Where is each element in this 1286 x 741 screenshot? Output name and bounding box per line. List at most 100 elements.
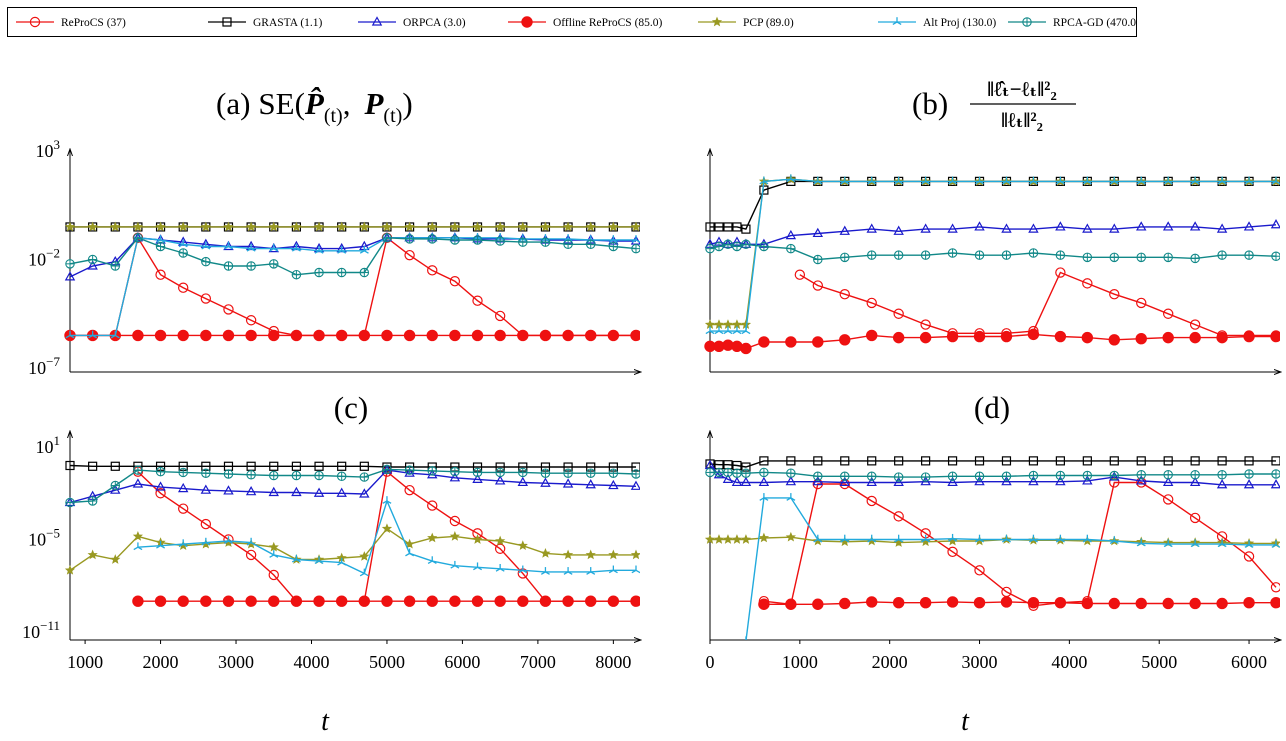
- data-point: [1271, 456, 1280, 466]
- data-point: [867, 456, 877, 466]
- data-point: [156, 540, 166, 549]
- data-point: [404, 465, 415, 475]
- data-point: [404, 221, 415, 232]
- data-point: [741, 326, 751, 335]
- data-point: [1243, 221, 1255, 231]
- series-line: [69, 469, 637, 504]
- legend-marker-triangle-open: [371, 16, 383, 26]
- plot-area: [704, 173, 1280, 355]
- data-point: [450, 560, 460, 569]
- data-point: [585, 595, 597, 607]
- data-point: [404, 249, 415, 261]
- data-point: [223, 240, 234, 251]
- data-point: [381, 595, 393, 607]
- data-point: [245, 240, 257, 251]
- data-point: [223, 261, 234, 271]
- data-point: [178, 239, 188, 248]
- data-point: [178, 221, 189, 232]
- data-point: [1082, 223, 1093, 233]
- data-point: [1054, 597, 1067, 609]
- data-point: [201, 256, 211, 267]
- x-tick-label: 6000: [444, 652, 480, 672]
- data-point: [839, 225, 850, 235]
- data-point: [518, 565, 528, 574]
- legend-label: ORPCA (3.0): [403, 17, 466, 29]
- series-line: [763, 481, 1277, 607]
- data-point: [974, 475, 985, 486]
- data-point: [840, 252, 850, 263]
- data-point: [1109, 176, 1119, 185]
- data-point: [813, 254, 823, 265]
- data-point: [812, 475, 824, 486]
- data-point: [1216, 331, 1228, 344]
- data-point: [562, 595, 574, 607]
- data-point: [427, 556, 437, 565]
- data-point: [337, 246, 347, 254]
- data-point: [87, 496, 98, 506]
- data-point: [222, 329, 235, 342]
- data-point: [64, 271, 76, 281]
- data-point: [494, 595, 506, 607]
- data-point: [1216, 597, 1228, 610]
- series-line: [69, 464, 636, 468]
- data-point: [813, 176, 823, 185]
- data-point: [947, 546, 958, 558]
- data-point: [426, 329, 438, 342]
- data-point: [867, 534, 877, 543]
- data-point: [495, 236, 505, 246]
- data-point: [155, 269, 166, 280]
- data-point: [1055, 250, 1066, 260]
- data-point: [290, 329, 303, 342]
- data-point: [714, 467, 724, 478]
- series-line: [69, 527, 636, 571]
- data-point: [472, 221, 483, 232]
- data-point: [973, 597, 986, 609]
- data-point: [1163, 176, 1173, 185]
- data-point: [200, 293, 212, 304]
- data-point: [608, 479, 619, 490]
- data-point: [1244, 540, 1254, 548]
- data-point: [740, 534, 752, 544]
- data-point: [1162, 494, 1174, 505]
- data-point: [892, 331, 905, 344]
- series-rpca-gd-470-0: [65, 233, 640, 280]
- data-point: [336, 221, 347, 232]
- data-point: [759, 493, 769, 501]
- panel-title: (d): [974, 390, 1010, 425]
- data-point: [1001, 456, 1012, 466]
- data-point: [745, 636, 747, 640]
- data-point: [1001, 176, 1011, 185]
- data-point: [178, 467, 188, 478]
- data-point: [974, 565, 985, 576]
- series-rpca-gd-470-0: [65, 464, 640, 508]
- legend-label: PCP (89.0): [743, 17, 794, 29]
- data-point: [291, 486, 302, 497]
- data-point: [494, 543, 506, 554]
- x-tick-label: 4000: [1051, 652, 1087, 672]
- data-point: [64, 564, 76, 575]
- data-point: [1000, 330, 1013, 343]
- legend-marker-tri-star: [892, 17, 902, 25]
- data-point: [585, 329, 597, 342]
- data-point: [1271, 540, 1280, 548]
- data-point: [246, 537, 256, 546]
- data-point: [269, 243, 279, 252]
- x-tick-label: 7000: [520, 652, 556, 672]
- data-point: [200, 518, 212, 530]
- data-point: [313, 329, 325, 342]
- data-point: [313, 221, 325, 232]
- data-point: [450, 235, 460, 245]
- series-line: [69, 236, 637, 276]
- series-line: [710, 180, 1276, 230]
- data-point: [741, 239, 751, 250]
- data-point: [1243, 479, 1255, 489]
- data-point: [1162, 331, 1174, 344]
- data-point: [1001, 250, 1012, 260]
- data-point: [759, 241, 769, 252]
- data-point: [1270, 582, 1280, 593]
- data-point: [921, 456, 931, 466]
- data-point: [245, 549, 257, 561]
- data-point: [540, 477, 551, 487]
- data-point: [110, 480, 121, 491]
- series-line: [710, 178, 1276, 326]
